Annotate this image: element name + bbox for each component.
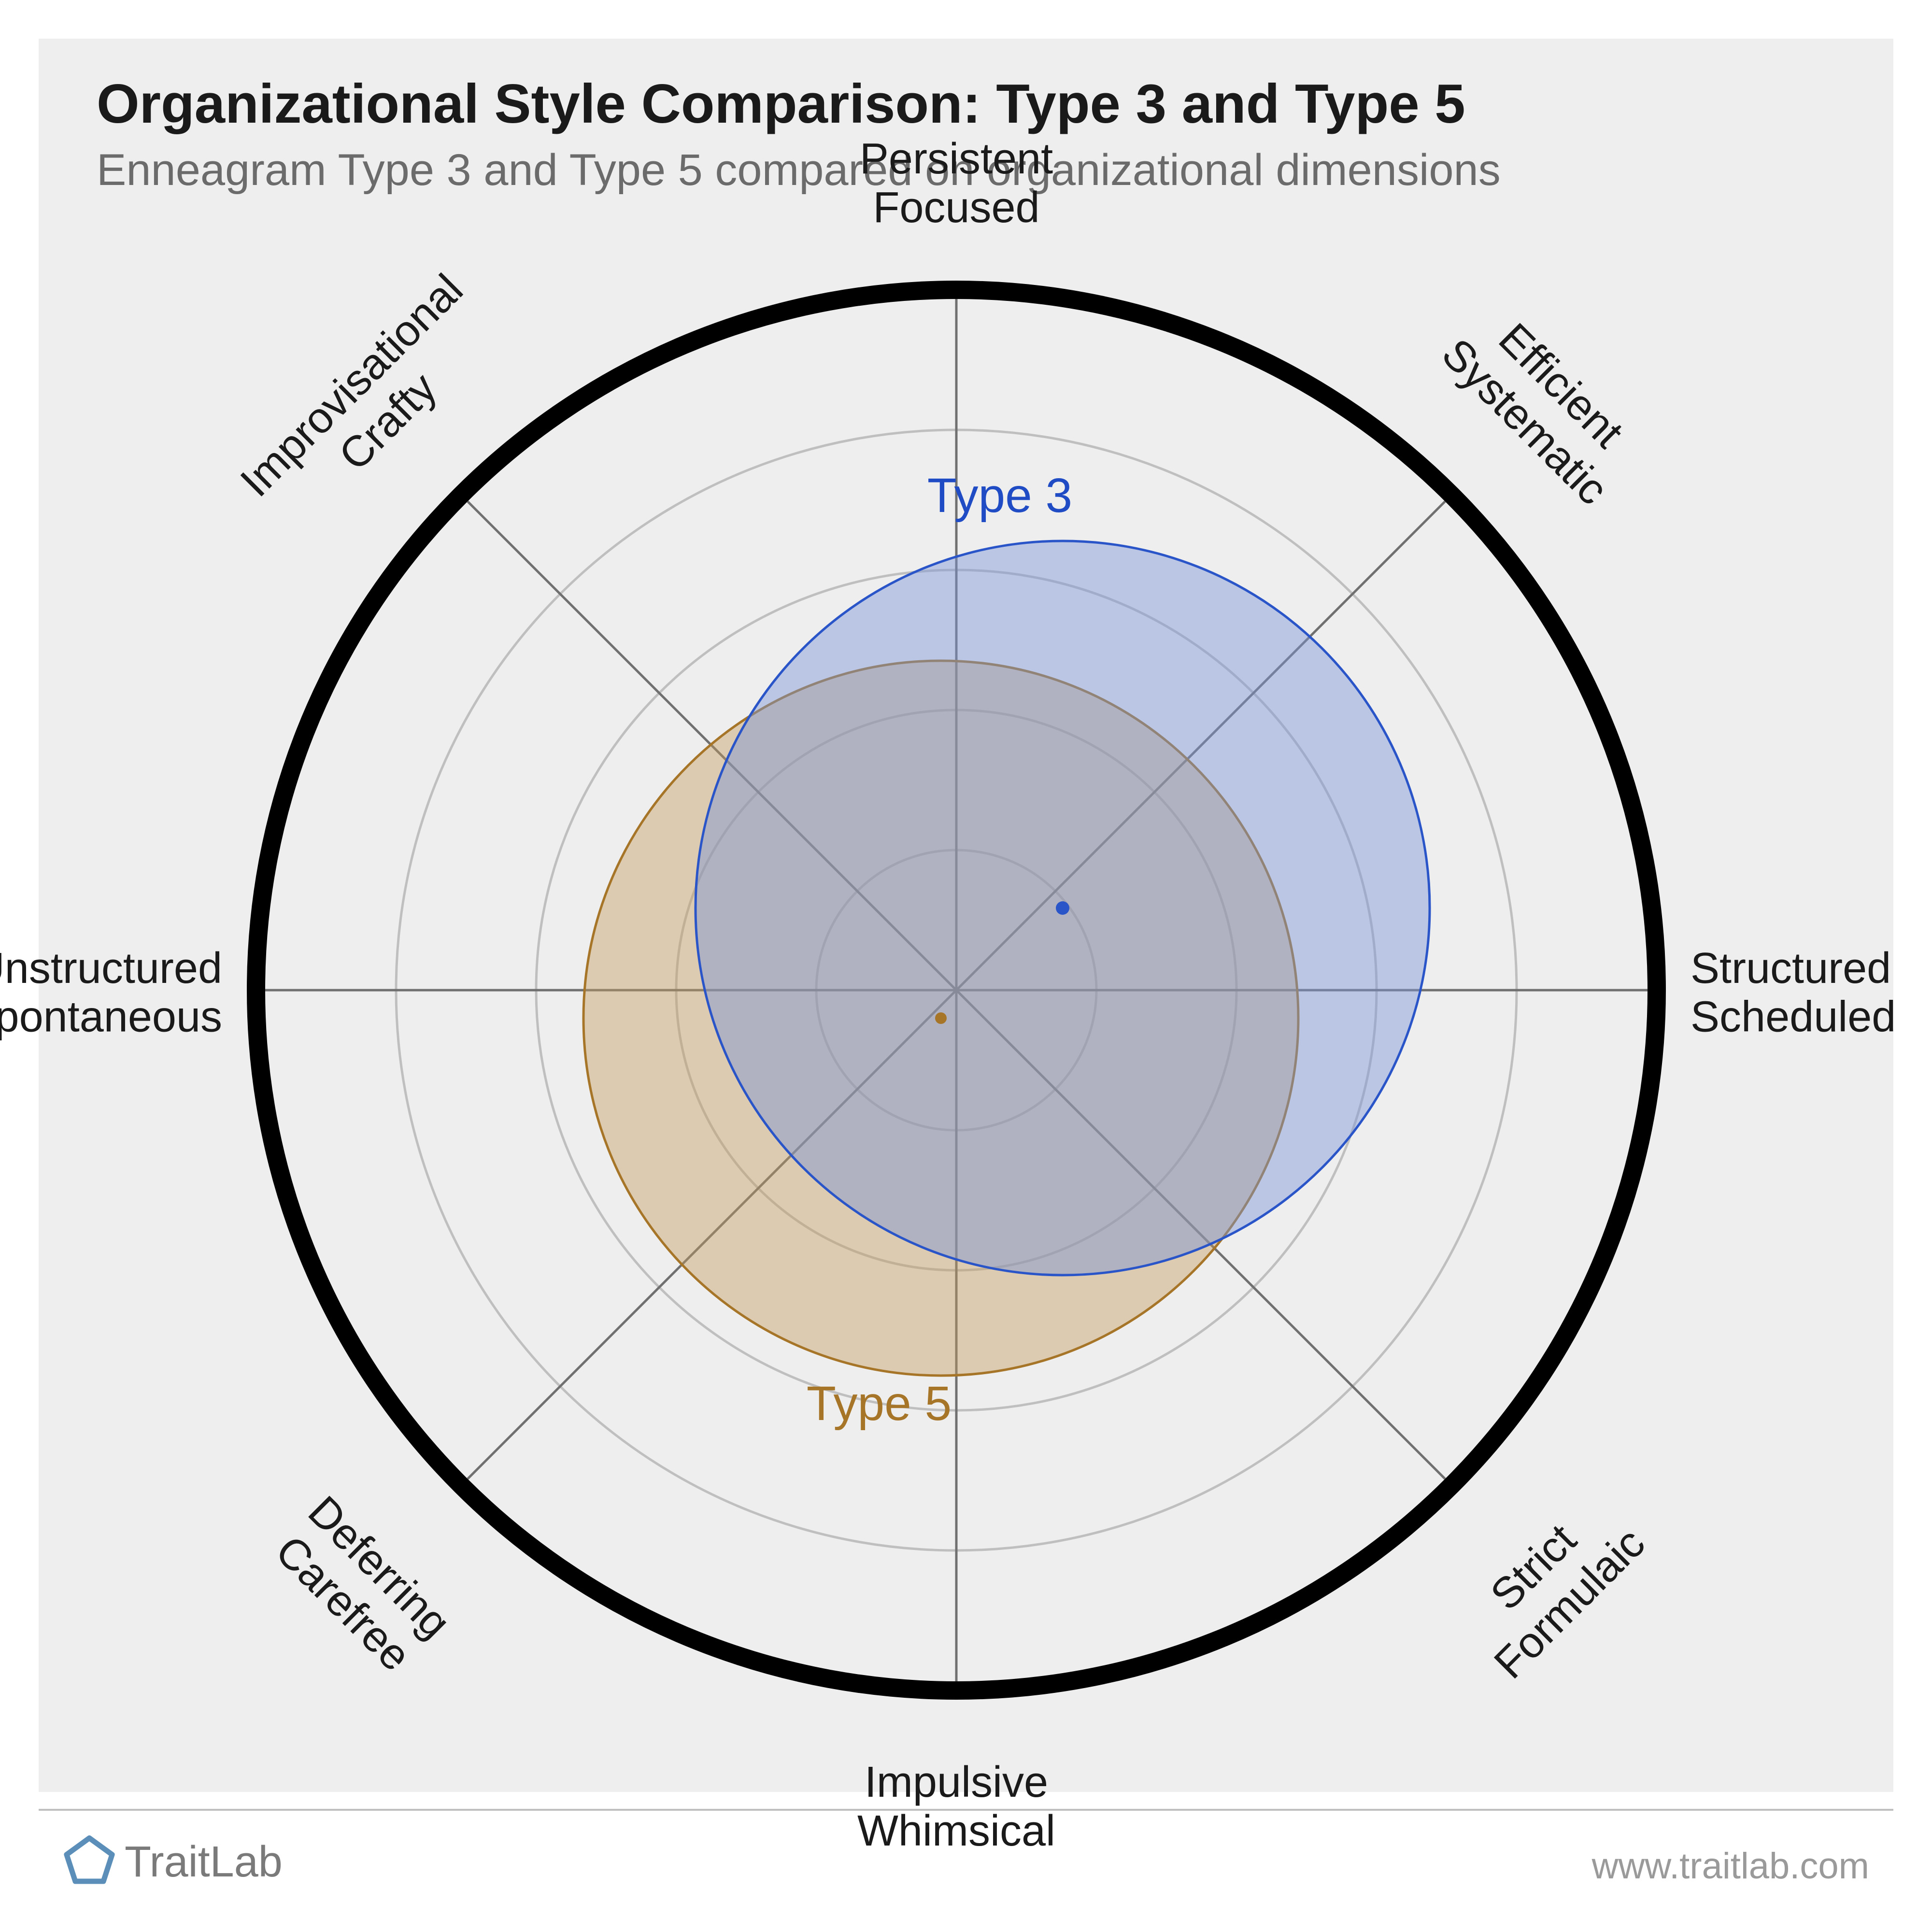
axis-label: Unstructured — [0, 944, 222, 993]
brand-name: TraitLab — [125, 1837, 283, 1887]
credit-url: www.traitlab.com — [1592, 1845, 1869, 1887]
series-center-dot — [935, 1012, 947, 1024]
axis-label-group: StrictFormulaic — [1449, 1483, 1654, 1688]
axis-label: Improvisational — [231, 265, 472, 506]
series-center-dot — [1056, 901, 1069, 915]
canvas: Organizational Style Comparison: Type 3 … — [0, 0, 1932, 1932]
axis-label: Whimsical — [857, 1807, 1055, 1855]
pentagon-icon — [63, 1835, 116, 1889]
axis-label: Focused — [873, 184, 1039, 232]
brand-block: TraitLab — [63, 1835, 283, 1889]
footer-divider — [39, 1809, 1893, 1811]
series-label: Type 5 — [807, 1377, 952, 1431]
axis-label: Persistent — [860, 135, 1053, 183]
axis-label: Scheduled — [1690, 993, 1896, 1041]
series-label: Type 3 — [927, 469, 1072, 523]
axis-label: Impulsive — [865, 1758, 1048, 1806]
radar-chart: Type 3 Type 5 PersistentFocused EfficientSy… — [0, 0, 1932, 1932]
axis-label: Structured — [1690, 944, 1891, 993]
axis-label-group: EfficientSystematic — [1433, 293, 1653, 514]
axis-label: Spontaneous — [0, 993, 222, 1041]
axis-label-group: DeferringCarefree — [263, 1487, 459, 1684]
